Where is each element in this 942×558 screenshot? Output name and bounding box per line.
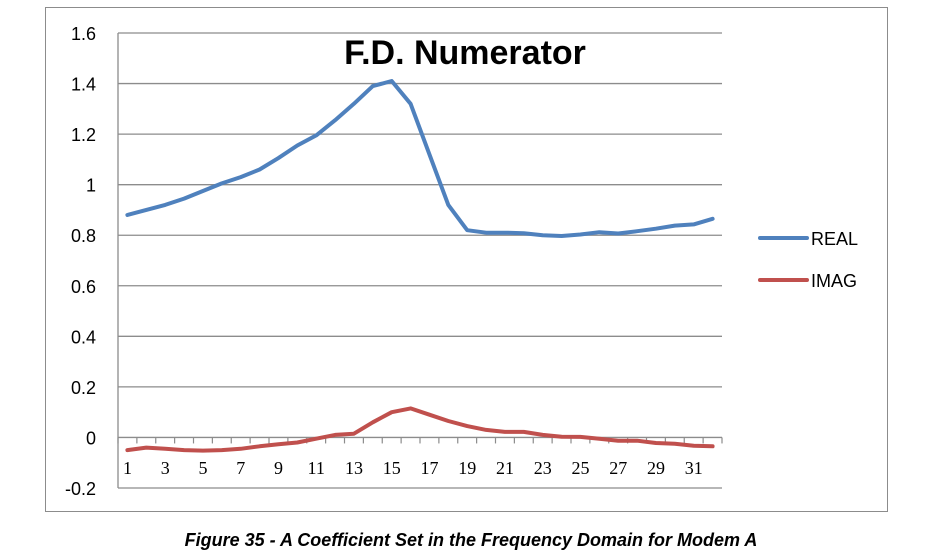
series-line-imag <box>125 406 715 453</box>
x-tick-label: 23 <box>534 458 552 478</box>
y-tick-label: 0 <box>86 428 96 448</box>
gridlines <box>118 32 722 489</box>
y-axis: -0.2 0 0.2 0.4 0.6 0.8 1 1.2 1.4 1.6 <box>65 24 119 499</box>
y-tick-label: 0.2 <box>71 378 96 398</box>
x-tick-label: 19 <box>458 458 476 478</box>
x-tick-label: 1 <box>123 458 132 478</box>
chart-title: F.D. Numerator <box>344 34 586 72</box>
x-tick-label: 29 <box>647 458 665 478</box>
x-axis <box>117 436 723 444</box>
legend-label-imag: IMAG <box>811 271 857 291</box>
series-lines <box>125 79 715 453</box>
x-tick-labels: 1 3 5 7 9 11 13 15 17 19 21 23 25 27 29 31 <box>123 458 703 478</box>
x-tick-label: 17 <box>420 458 438 478</box>
y-tick-label: 0.6 <box>71 277 96 297</box>
y-tick-label: 0.8 <box>71 226 96 246</box>
x-tick-label: 9 <box>274 458 283 478</box>
y-tick-label: 1.4 <box>71 75 96 95</box>
x-tick-label: 27 <box>609 458 627 478</box>
y-tick-label: 1.6 <box>71 24 96 44</box>
legend-label-real: REAL <box>811 229 858 249</box>
x-tick-label: 5 <box>198 458 207 478</box>
legend: REAL IMAG <box>758 229 858 291</box>
y-tick-label: 0.4 <box>71 327 96 347</box>
figure-caption: Figure 35 - A Coefficient Set in the Fre… <box>184 530 758 550</box>
x-tick-label: 25 <box>571 458 589 478</box>
x-tick-label: 31 <box>685 458 703 478</box>
x-tick-label: 3 <box>161 458 170 478</box>
x-tick-label: 15 <box>383 458 401 478</box>
series-line-real <box>125 79 715 238</box>
y-tick-label: 1.2 <box>71 125 96 145</box>
x-tick-label: 13 <box>345 458 363 478</box>
x-tick-label: 11 <box>308 458 325 478</box>
x-tick-label: 7 <box>236 458 245 478</box>
y-tick-label: -0.2 <box>65 479 96 499</box>
x-tick-label: 21 <box>496 458 514 478</box>
y-tick-label: 1 <box>86 176 96 196</box>
